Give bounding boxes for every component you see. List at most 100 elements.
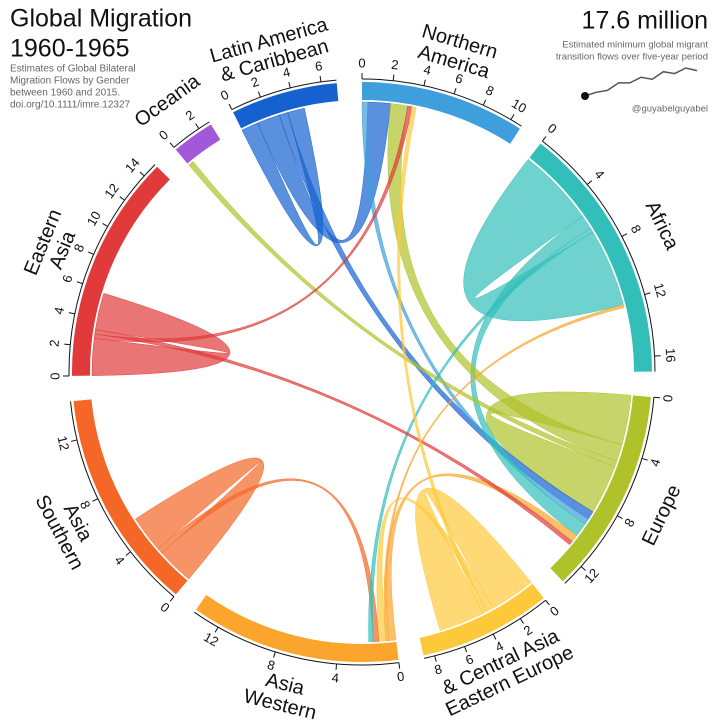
- tick-mark: [119, 196, 125, 201]
- tick-mark: [519, 618, 524, 624]
- tick-label: 12: [54, 434, 72, 452]
- tick-label: 4: [647, 457, 663, 468]
- tick-label: 0: [156, 127, 171, 143]
- flow-ribbon: [188, 160, 618, 467]
- region-sector: [529, 143, 652, 372]
- tick-label: 0: [545, 120, 560, 136]
- tick-label: 10: [509, 96, 529, 116]
- region-sector: [72, 166, 170, 376]
- tick-label: 4: [591, 167, 607, 182]
- tick-label: 16: [663, 348, 679, 363]
- region-sector: [175, 124, 221, 164]
- tick-label: 2: [249, 74, 261, 91]
- tick-label: 0: [358, 55, 365, 70]
- tick-mark: [169, 596, 175, 602]
- tick-label: 6: [453, 70, 465, 87]
- tick-mark: [434, 655, 437, 662]
- tick-mark: [319, 75, 322, 82]
- tick-mark: [586, 180, 593, 185]
- region-sector: [195, 595, 399, 663]
- tick-label: 0: [157, 599, 172, 615]
- description: doi.org/10.1111/imre.12327: [10, 100, 131, 111]
- description: Estimates of Global Bilateral: [10, 64, 136, 75]
- tick-mark: [92, 498, 99, 502]
- axis-line: [193, 611, 399, 666]
- tick-mark: [71, 439, 78, 442]
- tick-mark: [464, 646, 468, 653]
- tick-mark: [617, 515, 623, 520]
- tick-label: 4: [51, 306, 67, 316]
- tick-mark: [102, 223, 108, 227]
- region-label: Africa: [641, 198, 684, 254]
- tick-label: 12: [201, 629, 221, 649]
- total-note: Estimated minimum global migrant: [562, 40, 708, 51]
- axis-line: [231, 79, 337, 110]
- region-sector: [550, 395, 651, 582]
- tick-mark: [68, 312, 75, 315]
- trend-start-dot: [581, 92, 589, 100]
- tick-mark: [257, 91, 261, 98]
- tick-label: 10: [84, 208, 104, 228]
- tick-mark: [64, 343, 71, 346]
- tick-mark: [653, 396, 660, 399]
- tick-mark: [288, 81, 291, 89]
- tick-label: 2: [183, 107, 197, 123]
- credit: @guyabelguyabel: [632, 104, 708, 115]
- tick-mark: [492, 633, 497, 640]
- tick-label: 0: [48, 372, 63, 379]
- tick-mark: [398, 662, 401, 669]
- tick-mark: [621, 233, 628, 237]
- description: between 1960 and 2015.: [10, 88, 120, 99]
- tick-label: 8: [433, 661, 444, 677]
- tick-label: 12: [651, 281, 669, 299]
- total-note: transition flows over five-year period: [556, 52, 708, 63]
- tick-label: 2: [46, 339, 62, 348]
- tick-label: 0: [218, 87, 231, 104]
- chart-subtitle: 1960-1965: [10, 35, 130, 63]
- tick-label: 12: [101, 181, 122, 202]
- axis-line: [423, 599, 546, 659]
- flow-ribbon: [463, 158, 624, 322]
- tick-mark: [125, 551, 131, 556]
- tick-label: 2: [391, 57, 400, 73]
- tick-mark: [273, 651, 276, 658]
- tick-mark: [453, 88, 457, 95]
- tick-label: 4: [111, 553, 127, 568]
- region-sector: [362, 82, 520, 144]
- tick-mark: [580, 566, 586, 571]
- tick-label: 14: [122, 155, 143, 176]
- tick-label: 6: [314, 58, 323, 74]
- region-label: Oceania: [131, 70, 205, 132]
- region-sector: [233, 83, 339, 129]
- flow-ribbon: [383, 304, 625, 642]
- tick-mark: [392, 74, 395, 81]
- tick-mark: [644, 292, 651, 295]
- tick-mark: [169, 142, 175, 148]
- tick-mark: [545, 599, 550, 606]
- tick-mark: [76, 281, 83, 285]
- tick-label: 6: [59, 273, 75, 284]
- total-label: 17.6 million: [582, 7, 708, 35]
- tick-mark: [214, 626, 219, 633]
- flow-ribbon: [368, 228, 594, 643]
- description: Migration Flows by Gender: [10, 76, 130, 87]
- flow-ribbon: [157, 478, 380, 643]
- tick-mark: [335, 663, 338, 670]
- region-sector: [73, 399, 188, 595]
- region-sector: [419, 583, 544, 656]
- axis-line: [69, 401, 175, 598]
- tick-label: 4: [422, 62, 432, 78]
- flow-ribbon: [94, 329, 573, 546]
- axis-line: [542, 140, 656, 372]
- tick-label: 0: [547, 603, 562, 619]
- tick-label: 0: [396, 669, 405, 685]
- tick-label: 4: [281, 64, 292, 80]
- flow-ribbon: [387, 103, 623, 462]
- tick-label: 8: [628, 222, 645, 235]
- axis-line: [361, 78, 522, 127]
- tick-mark: [139, 171, 145, 177]
- tick-mark: [541, 136, 547, 142]
- tick-mark: [423, 79, 426, 86]
- tick-mark: [641, 457, 648, 461]
